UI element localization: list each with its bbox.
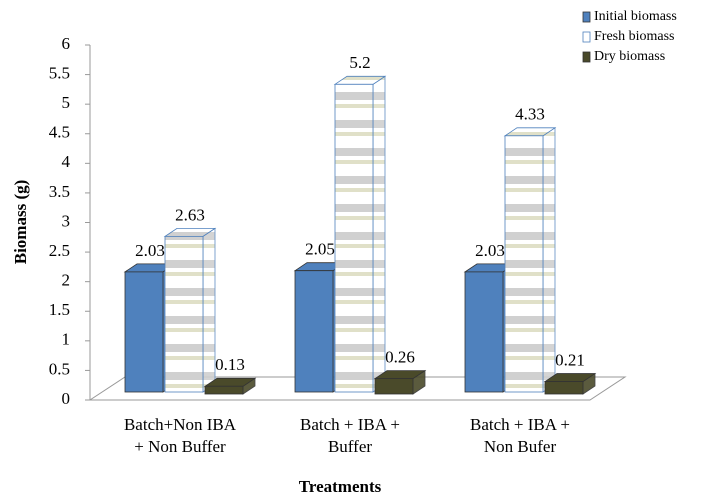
x-tick-label: Batch + IBA + Non Bufer (470, 415, 570, 456)
x-axis-title: Treatments (299, 477, 382, 496)
y-tick-label: 4.5 (49, 123, 70, 142)
y-tick-label: 2 (62, 271, 71, 290)
legend-swatch (582, 11, 591, 23)
value-label: 0.21 (555, 350, 585, 369)
legend-swatch (582, 51, 591, 63)
legend-label: Dry biomass (594, 49, 665, 64)
value-label: 2.03 (135, 241, 165, 260)
legend-swatch (582, 31, 591, 43)
y-tick-label: 4 (62, 152, 71, 171)
value-label: 2.63 (175, 205, 205, 224)
y-tick-label: 6 (62, 34, 71, 53)
y-tick-label: 0 (62, 389, 71, 408)
y-tick-label: 1 (62, 330, 71, 349)
bar (374, 378, 414, 395)
bar (124, 271, 164, 393)
bar (204, 385, 244, 395)
bar (504, 135, 544, 393)
value-label: 5.2 (349, 53, 370, 72)
legend-label: Fresh biomass (594, 29, 675, 44)
y-tick-label: 5.5 (49, 63, 70, 82)
y-tick-label: 0.5 (49, 359, 70, 378)
value-label: 0.26 (385, 348, 415, 367)
y-axis-title: Biomass (g) (11, 180, 30, 265)
legend-label: Initial biomass (594, 9, 677, 24)
bar-side (542, 127, 556, 393)
value-label: 2.03 (475, 241, 505, 260)
bar (334, 83, 374, 393)
x-tick-label: Batch + IBA + Buffer (300, 415, 400, 456)
x-tick-label: Batch+Non IBA + Non Buffer (123, 415, 237, 456)
y-tick-label: 2.5 (49, 241, 70, 260)
bar-side (202, 227, 216, 393)
bar (464, 271, 504, 393)
y-tick-label: 3.5 (49, 182, 70, 201)
value-label: 4.33 (515, 105, 545, 124)
y-tick-label: 5 (62, 93, 71, 112)
bar (294, 270, 334, 393)
y-tick-label: 3 (62, 211, 71, 230)
bar-side (372, 75, 386, 393)
value-label: 0.13 (215, 355, 245, 374)
bar (164, 235, 204, 393)
value-label: 2.05 (305, 240, 335, 259)
y-tick-label: 1.5 (49, 300, 70, 319)
bar (544, 381, 584, 395)
